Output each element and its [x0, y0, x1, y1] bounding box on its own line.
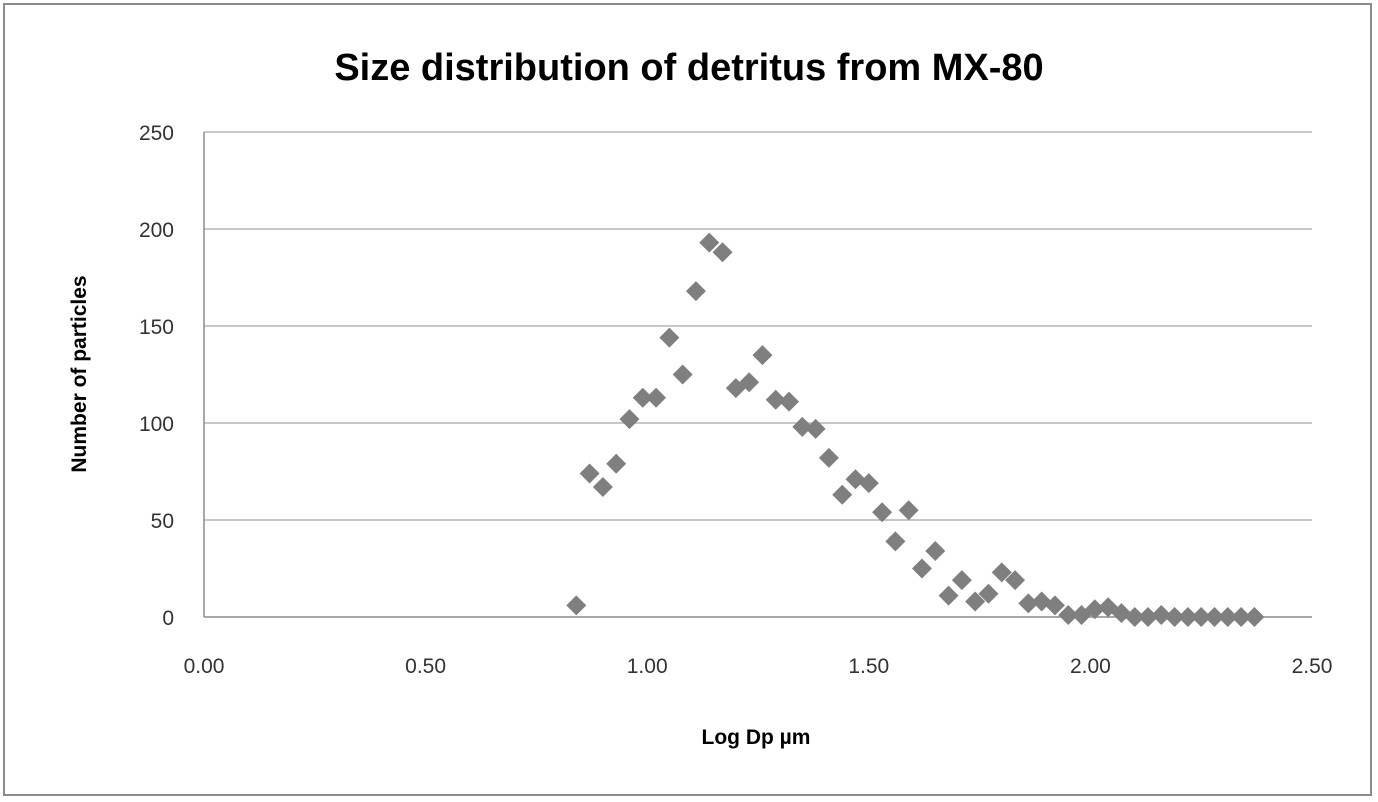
- x-tick-label: 2.00: [1070, 655, 1111, 678]
- data-point: [579, 463, 600, 484]
- data-point: [1058, 605, 1079, 626]
- data-point: [1164, 607, 1185, 627]
- data-point: [699, 232, 720, 253]
- y-tick-label: 0: [162, 607, 174, 630]
- data-point: [1191, 607, 1212, 627]
- x-axis-label: Log Dp µm: [702, 726, 811, 749]
- y-axis-label: Number of particles: [68, 275, 91, 472]
- y-tick-label: 250: [139, 122, 174, 145]
- data-point: [752, 345, 773, 366]
- data-point: [765, 389, 786, 410]
- data-point: [1204, 607, 1225, 627]
- data-point: [1044, 595, 1065, 616]
- y-axis-ticks: 0 50 100 150 200 250: [139, 122, 174, 630]
- y-tick-label: 150: [139, 316, 174, 339]
- data-points: [566, 232, 1265, 627]
- y-tick-label: 50: [151, 510, 174, 533]
- data-point: [1244, 607, 1265, 627]
- data-point: [779, 391, 800, 412]
- data-point: [832, 484, 853, 505]
- data-point: [965, 591, 986, 612]
- data-point: [898, 500, 919, 521]
- data-point: [659, 327, 680, 348]
- data-point: [712, 242, 733, 263]
- data-point: [685, 281, 706, 302]
- x-tick-label: 2.50: [1292, 655, 1333, 678]
- data-point: [885, 531, 906, 552]
- data-point: [1231, 607, 1252, 627]
- data-point: [1084, 599, 1105, 620]
- data-point: [672, 364, 693, 385]
- data-point: [739, 372, 760, 393]
- data-point: [1018, 593, 1039, 614]
- x-tick-label: 1.00: [627, 655, 668, 678]
- data-point: [619, 409, 640, 430]
- data-point: [978, 583, 999, 604]
- y-tick-label: 200: [139, 219, 174, 242]
- gridlines: [203, 131, 1312, 618]
- data-point: [646, 387, 667, 408]
- data-point: [991, 562, 1012, 583]
- x-tick-label: 1.50: [848, 655, 889, 678]
- data-point: [1124, 607, 1145, 627]
- data-point: [1217, 607, 1238, 627]
- data-point: [805, 418, 826, 439]
- x-axis-ticks: 0.00 0.50 1.00 1.50 2.00 2.50: [184, 655, 1333, 678]
- data-point: [592, 477, 613, 498]
- data-point: [1151, 605, 1172, 626]
- data-point: [872, 502, 893, 523]
- chart-frame: [3, 3, 1372, 796]
- chart-title: Size distribution of detritus from MX-80: [334, 47, 1043, 89]
- data-point: [818, 447, 839, 468]
- data-point: [951, 570, 972, 591]
- data-point: [911, 558, 932, 579]
- data-point: [925, 541, 946, 562]
- x-tick-label: 0.00: [184, 655, 225, 678]
- data-point: [1005, 570, 1026, 591]
- data-point: [632, 387, 653, 408]
- data-point: [1138, 607, 1159, 627]
- data-point: [606, 453, 627, 474]
- data-point: [792, 416, 813, 437]
- data-point: [566, 595, 587, 616]
- y-tick-label: 100: [139, 413, 174, 436]
- data-point: [938, 585, 959, 606]
- x-tick-label: 0.50: [405, 655, 446, 678]
- data-point: [1177, 607, 1198, 627]
- data-point: [858, 473, 879, 494]
